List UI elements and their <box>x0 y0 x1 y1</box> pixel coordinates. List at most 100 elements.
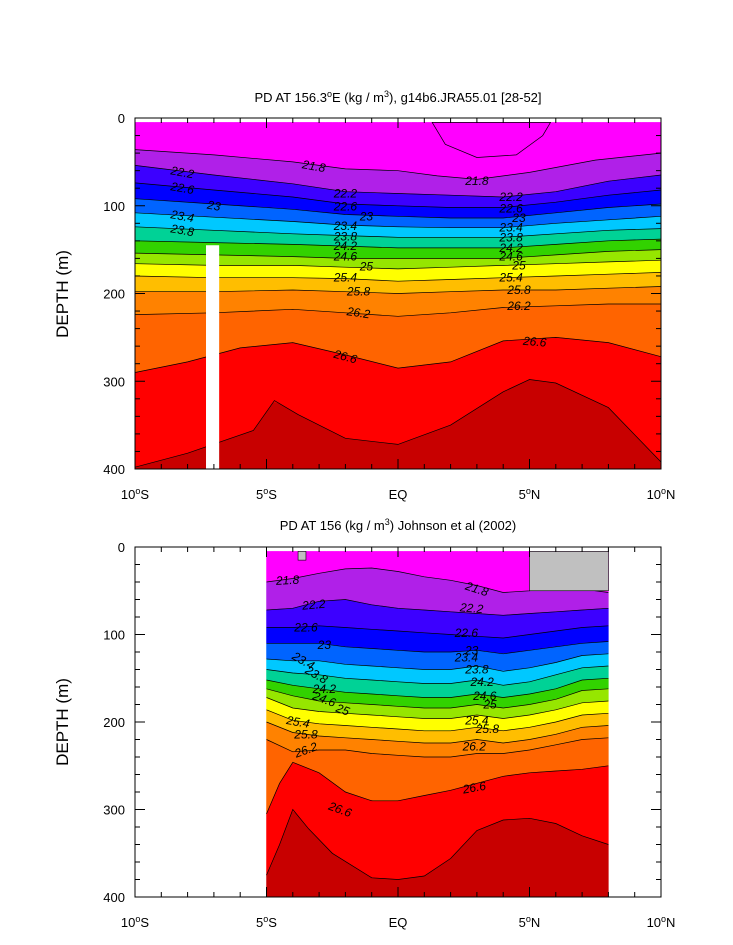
contour-cap <box>431 122 552 158</box>
contour-line <box>266 625 609 639</box>
contour-label: 26.2 <box>462 740 487 754</box>
contour-label: 23 <box>359 209 374 223</box>
land-patch <box>297 551 307 561</box>
contour-line <box>135 212 661 229</box>
y-tick-label: 200 <box>103 287 125 302</box>
contour-line <box>266 697 609 719</box>
contour-label: 26.6 <box>522 334 548 350</box>
contour-label: 24.2 <box>469 675 494 689</box>
x-tick-label: 5oS <box>256 914 277 930</box>
y-tick-label: 200 <box>103 715 125 730</box>
y-tick-label: 400 <box>103 462 125 477</box>
contour-label: 24.6 <box>333 250 358 264</box>
x-tick-label: 10oN <box>647 914 676 930</box>
contour-label: 22.6 <box>169 179 196 197</box>
contour-label: 23 <box>464 643 479 657</box>
contour-label: 22.2 <box>301 597 327 613</box>
y-tick-label: 300 <box>103 374 125 389</box>
contour-label: 21.8 <box>300 157 327 175</box>
x-tick-label: 5oS <box>256 486 277 502</box>
contour-line <box>266 721 609 744</box>
contour-label: 22.6 <box>293 621 318 635</box>
y-tick-label: 400 <box>103 890 125 905</box>
contour-line <box>266 665 609 686</box>
contour-label: 25 <box>333 701 352 719</box>
contour-line <box>135 286 661 294</box>
contour-label: 21.8 <box>464 174 489 188</box>
contour-line <box>135 272 661 282</box>
contour-label: 22.6 <box>333 200 358 214</box>
contour-line <box>266 737 609 758</box>
contour-label: 22.2 <box>169 163 196 181</box>
contour-label: 23 <box>205 198 222 214</box>
contour-label: 23.8 <box>464 663 489 677</box>
land-patch <box>529 551 609 592</box>
bottom-panel: PD AT 156 (kg / m3) Johnson et al (2002)… <box>53 517 675 930</box>
contour-label: 23.8 <box>333 229 358 243</box>
contour-label: 26.6 <box>461 779 488 797</box>
contour-label: 22.2 <box>498 190 523 204</box>
missing-data-strip <box>206 245 220 469</box>
contour-label: 26.2 <box>345 304 371 321</box>
contour-label: 25 <box>359 259 374 273</box>
x-tick-label: EQ <box>389 487 408 502</box>
contour-line <box>135 303 661 317</box>
contour-label: 25.8 <box>475 722 500 736</box>
y-axis-label: DEPTH (m) <box>53 250 72 338</box>
contour-label: 23 <box>511 211 526 225</box>
contour-label: 23.4 <box>454 650 479 664</box>
contour-label: 25 <box>511 258 526 272</box>
contour-line <box>266 653 609 672</box>
contour-label: 23.8 <box>498 230 523 244</box>
contour-line <box>266 599 609 616</box>
contour-line <box>266 641 609 655</box>
contour-line <box>266 677 609 698</box>
contour-label: 25.8 <box>293 727 318 741</box>
x-tick-label: EQ <box>389 915 408 930</box>
contour-line <box>135 149 661 180</box>
panel-title: PD AT 156.3oE (kg / m3), g14b6.JRA55.01 … <box>254 89 541 105</box>
contour-label: 24.2 <box>312 682 337 696</box>
y-tick-label: 100 <box>103 199 125 214</box>
contour-label: 24.6 <box>498 250 523 264</box>
contour-label: 22.2 <box>458 600 484 616</box>
contour-line <box>135 226 661 238</box>
axes: 0 100 200 300 400 10oS 5oS EQ 5oN 10oN <box>103 111 675 502</box>
contour-line <box>135 182 661 208</box>
contour-line <box>135 165 661 198</box>
x-tick-label: 10oN <box>647 486 676 502</box>
contour-label: 23.4 <box>333 219 358 233</box>
contour-line <box>266 709 609 732</box>
contour-label: 24.2 <box>498 241 523 255</box>
contour-label: 25 <box>482 698 497 712</box>
y-tick-label: 0 <box>118 540 125 555</box>
contour-line <box>266 761 609 815</box>
contour-label: 25.8 <box>506 283 531 297</box>
y-tick-label: 300 <box>103 803 125 818</box>
panel-title: PD AT 156 (kg / m3) Johnson et al (2002) <box>280 517 517 533</box>
contour-line <box>135 198 661 219</box>
x-tick-label: 5oN <box>519 914 541 930</box>
contour-label: 25.4 <box>284 713 311 731</box>
x-tick-label: 5oN <box>519 486 541 502</box>
contour-label: 25.4 <box>333 271 358 285</box>
contour-label: 22.2 <box>333 186 358 200</box>
top-panel: PD AT 156.3oE (kg / m3), g14b6.JRA55.01 … <box>53 89 675 502</box>
contour-line <box>266 808 609 880</box>
contour-label: 24.6 <box>472 689 497 703</box>
y-tick-label: 0 <box>118 111 125 126</box>
contour-label: 23.8 <box>169 221 196 239</box>
contour-line <box>135 337 661 373</box>
contour-line <box>135 238 661 249</box>
x-tick-label: 10oS <box>121 486 149 502</box>
contour-line <box>135 259 661 270</box>
contour-label: 23.4 <box>498 221 523 235</box>
contour-label: 23 <box>317 638 332 652</box>
contour-label: 25.8 <box>346 285 371 299</box>
contour-label: 21.8 <box>275 573 300 588</box>
y-tick-label: 100 <box>103 628 125 643</box>
contour-label: 22.6 <box>454 626 479 640</box>
